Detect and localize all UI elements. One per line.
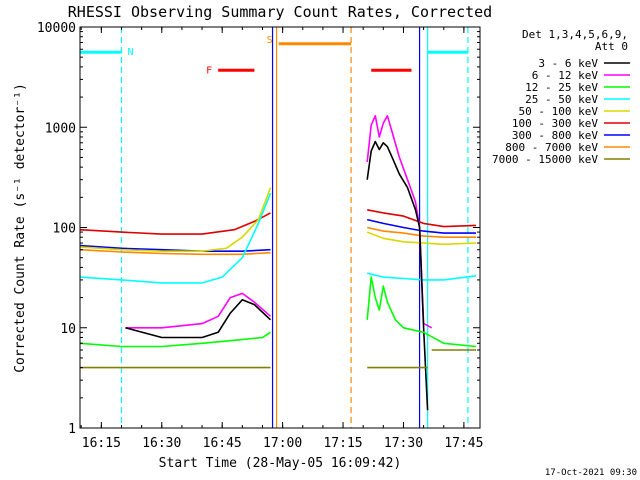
legend-label: 800 - 7000 keV [505,141,598,154]
x-tick-label: 16:30 [142,436,181,451]
x-tick-label: 16:45 [203,436,242,451]
series-line-1 [367,218,476,234]
legend-label: 6 - 12 keV [532,69,599,82]
y-tick-label: 100 [53,222,76,237]
legend-label: 7000 - 15000 keV [492,153,598,166]
x-tick-label: 17:30 [384,436,423,451]
series-line-4 [367,272,477,281]
x-tick-label: 17:00 [263,436,302,451]
y-tick-label: 1 [68,422,76,437]
flag-label: S [267,35,273,46]
series-line-0 [367,209,477,228]
legend-header: Att 0 [595,40,628,53]
legend-label: 3 - 6 keV [538,57,598,70]
y-tick-label: 10000 [37,21,76,36]
flag-label: N [127,47,133,58]
series-line-6 [125,298,272,339]
series-line-3 [366,231,477,246]
flag-label: F [206,65,212,76]
series-line-6 [366,140,429,411]
chart-title: RHESSI Observing Summary Count Rates, Co… [68,3,492,21]
x-tick-label: 17:45 [444,436,483,451]
legend-label: 12 - 25 keV [525,81,598,94]
timestamp: 17-Oct-2021 09:30 [545,468,637,478]
series-line-0 [79,212,271,235]
series-line-4 [79,192,272,284]
x-axis-label: Start Time (28-May-05 16:09:42) [159,456,402,471]
series-line-7 [366,276,477,348]
series-line-5 [125,292,272,329]
series-line-2 [367,226,476,238]
y-axis-label: Corrected Count Rate (s⁻¹ detector⁻¹) [13,83,28,373]
series-line-7 [79,331,271,348]
legend-header: Det 1,3,4,5,6,9, [522,28,628,41]
x-tick-label: 17:15 [323,436,362,451]
series-line-2 [79,248,271,256]
y-tick-label: 1000 [45,121,76,136]
legend-label: 25 - 50 keV [525,93,598,106]
y-tick-label: 10 [60,322,76,337]
legend-label: 300 - 800 keV [512,129,598,142]
series-line-3 [79,187,272,252]
legend-label: 50 - 100 keV [519,105,599,118]
legend-label: 100 - 300 keV [512,117,598,130]
x-tick-label: 16:15 [82,436,121,451]
